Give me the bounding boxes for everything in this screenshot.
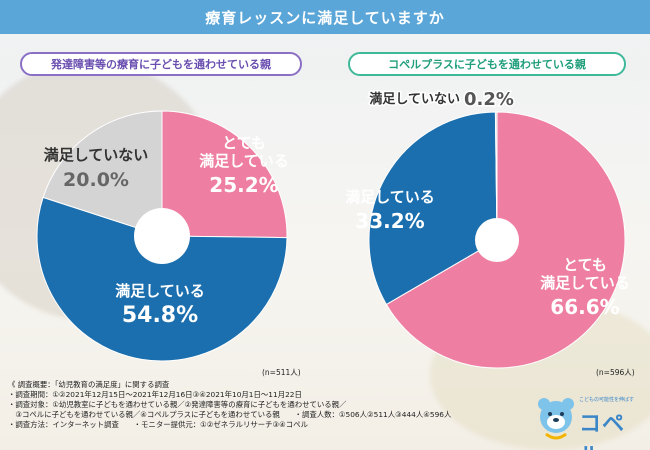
survey-line: ・調査期間：①②2021年12月15日～2021年12月16日③④2021年10… — [8, 390, 302, 399]
slice-label: とても — [563, 256, 607, 274]
slice-value: 54.8% — [122, 303, 198, 328]
pie-slice — [494, 111, 498, 241]
bear-mascot-icon — [538, 398, 574, 440]
pie-slice — [368, 111, 498, 306]
slice-value: 25.2% — [209, 173, 278, 197]
slice-label: 満足している — [115, 282, 205, 300]
slice-label: 満足している — [199, 152, 289, 170]
pie-slice — [161, 110, 288, 239]
donut-hole — [134, 208, 190, 264]
left-chart-header: 発達障害等の療育に子どもを通わせている親 — [20, 52, 302, 76]
slice-label: 満足している — [540, 274, 630, 292]
left-chart-sample-size: (n=511人) — [262, 368, 301, 377]
slice-value: 33.2% — [355, 209, 424, 233]
title-bar: 療育レッスンに満足していますか — [0, 0, 650, 34]
logo-tagline: こどもの可能性を伸ばす — [579, 397, 635, 403]
donut-hole — [475, 218, 519, 262]
slice-label: 満足している — [345, 188, 435, 206]
slice-label: とても — [222, 134, 266, 152]
right-chart-sample-size: (n=596人) — [596, 368, 635, 377]
slice-label: 満足していない — [369, 91, 460, 107]
slice-value: 66.6% — [550, 295, 619, 319]
logo-name: コペル — [579, 412, 626, 450]
slice-value: 20.0% — [63, 169, 129, 191]
slice-value: 0.2% — [464, 89, 514, 110]
pie-slice — [36, 196, 288, 362]
survey-line: 《 調査概要：「幼児教育の満足度」に関する調査 — [8, 380, 170, 389]
survey-line: ③コペルに子どもを通わせている親／④コペルプラスに子どもを通わせている親 ・調査… — [8, 410, 452, 419]
slice-label: 満足していない — [44, 146, 149, 164]
survey-line: ・調査方法：インターネット調査 ・モニター提供元：①②ゼネラルリサーチ③④コペル — [8, 420, 308, 429]
right-chart-header: コペルプラスに子どもを通わせている親 — [348, 52, 626, 76]
page-title: 療育レッスンに満足していますか — [205, 8, 445, 27]
survey-line: ・調査対象：①幼児教室に子どもを通わせている親／②発達障害等の療育に子どもを通わ… — [8, 400, 347, 409]
survey-overview: 《 調査概要：「幼児教育の満足度」に関する調査 ・調査期間：①②2021年12月1… — [8, 380, 528, 430]
pie-slice — [42, 110, 163, 237]
copel-logo: こどもの可能性を伸ばす コペル — [535, 392, 645, 450]
